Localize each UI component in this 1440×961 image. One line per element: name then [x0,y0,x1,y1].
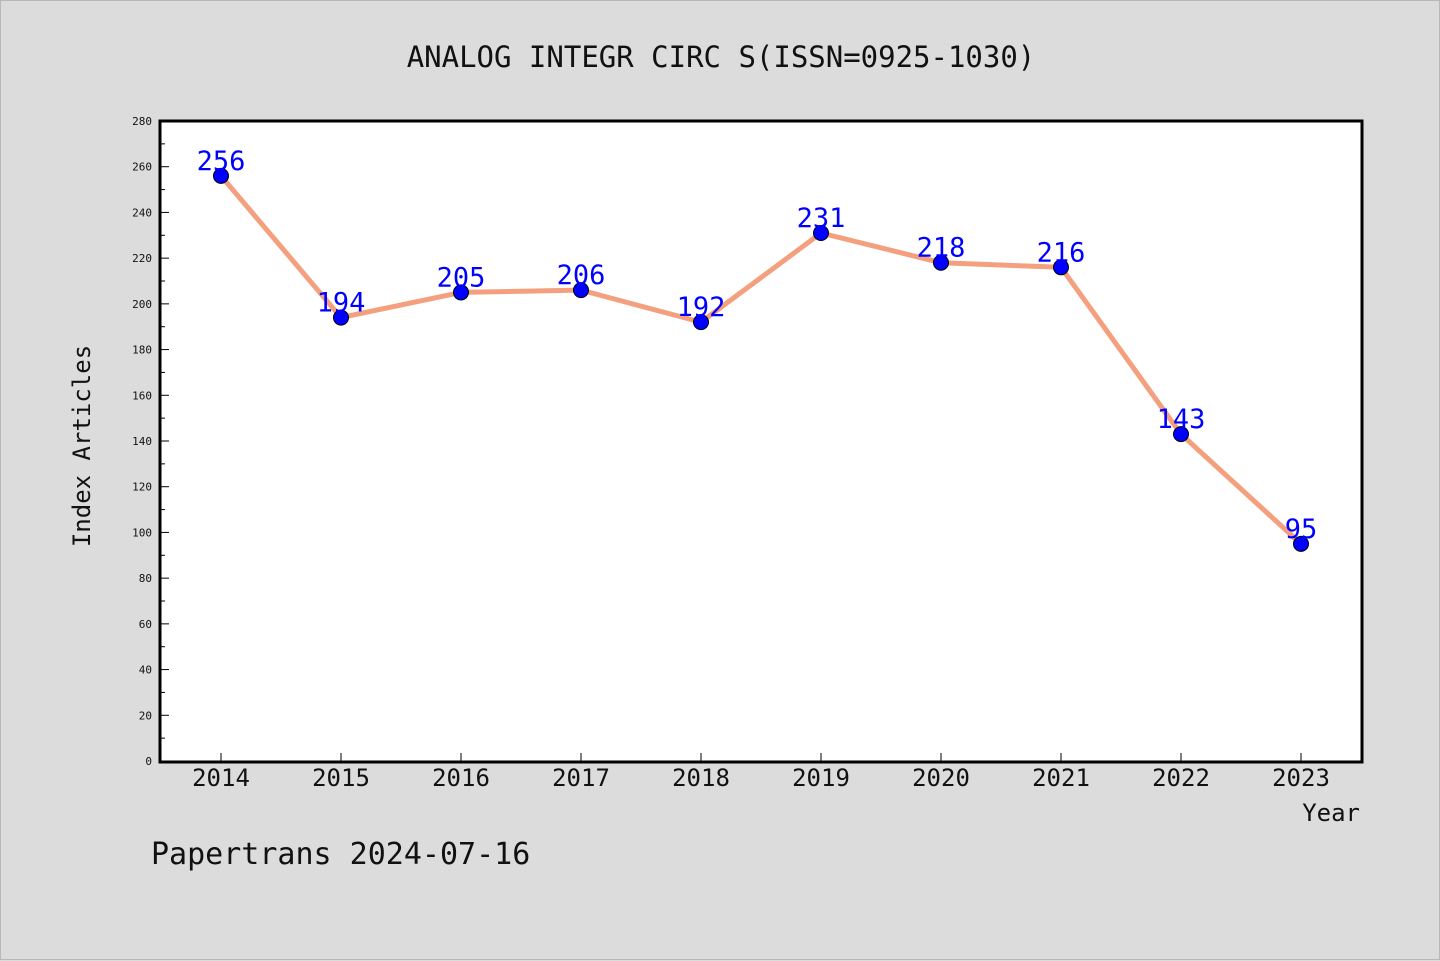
footer-watermark: Papertrans 2024-07-16 [151,837,530,872]
x-axis: 2014 2015 2016 2017 2018 2019 2020 2021 2022 2023 [192,753,1330,792]
y-tick-label: 160 [132,389,152,402]
y-tick-label: 100 [132,526,152,539]
y-tick-label: 140 [132,435,152,448]
x-tick-label: 2021 [1032,764,1090,792]
data-label: 194 [317,288,366,319]
y-tick-label: 240 [132,206,152,219]
y-axis-label: Index Articles [68,345,96,547]
data-label: 231 [797,203,846,234]
y-tick-label: 20 [139,709,152,722]
x-tick-label: 2020 [912,764,970,792]
x-tick-label: 2017 [552,764,610,792]
data-label: 95 [1285,514,1318,545]
data-point-marker [693,314,709,331]
data-label: 218 [917,233,966,264]
data-label: 206 [557,260,606,291]
data-label: 216 [1037,237,1086,268]
y-tick-label: 180 [132,344,152,357]
data-point-marker [1293,535,1309,552]
y-tick-label: 280 [132,115,152,128]
x-tick-label: 2015 [312,764,370,792]
data-point-marker [333,309,349,326]
data-label: 192 [677,292,726,323]
x-tick-label: 2023 [1272,764,1330,792]
y-tick-label: 0 [145,755,152,768]
series-index-articles: 256 194 205 206 192 231 218 216 143 95 [197,146,1318,552]
data-point-marker [1173,426,1189,443]
data-point-marker [813,225,829,241]
data-point-marker [1053,259,1069,276]
y-tick-label: 80 [139,572,152,585]
y-tick-label: 40 [139,664,152,677]
plot-area [158,119,1364,764]
data-point-marker [453,284,469,301]
data-point-marker [213,167,229,184]
series-line [218,173,1304,547]
x-tick-label: 2022 [1152,764,1210,792]
y-axis: 0 20 40 60 80 100 120 140 160 180 200 220 240 260 280 [132,115,169,768]
data-label: 205 [437,262,486,293]
x-axis-label: Year [1302,799,1360,827]
y-tick-label: 220 [132,252,152,265]
x-tick-label: 2014 [192,764,250,792]
x-tick-label: 2016 [432,764,490,792]
y-tick-label: 260 [132,161,152,174]
data-point-marker [933,254,949,271]
y-tick-label: 60 [139,618,152,631]
data-point-marker [573,282,589,299]
y-tick-label: 120 [132,481,152,494]
x-tick-label: 2019 [792,764,850,792]
data-label: 143 [1157,404,1206,435]
data-label: 256 [197,146,246,177]
x-tick-label: 2018 [672,764,730,792]
chart-title: ANALOG INTEGR CIRC S(ISSN=0925-1030) [407,40,1036,74]
y-tick-label: 200 [132,298,152,311]
